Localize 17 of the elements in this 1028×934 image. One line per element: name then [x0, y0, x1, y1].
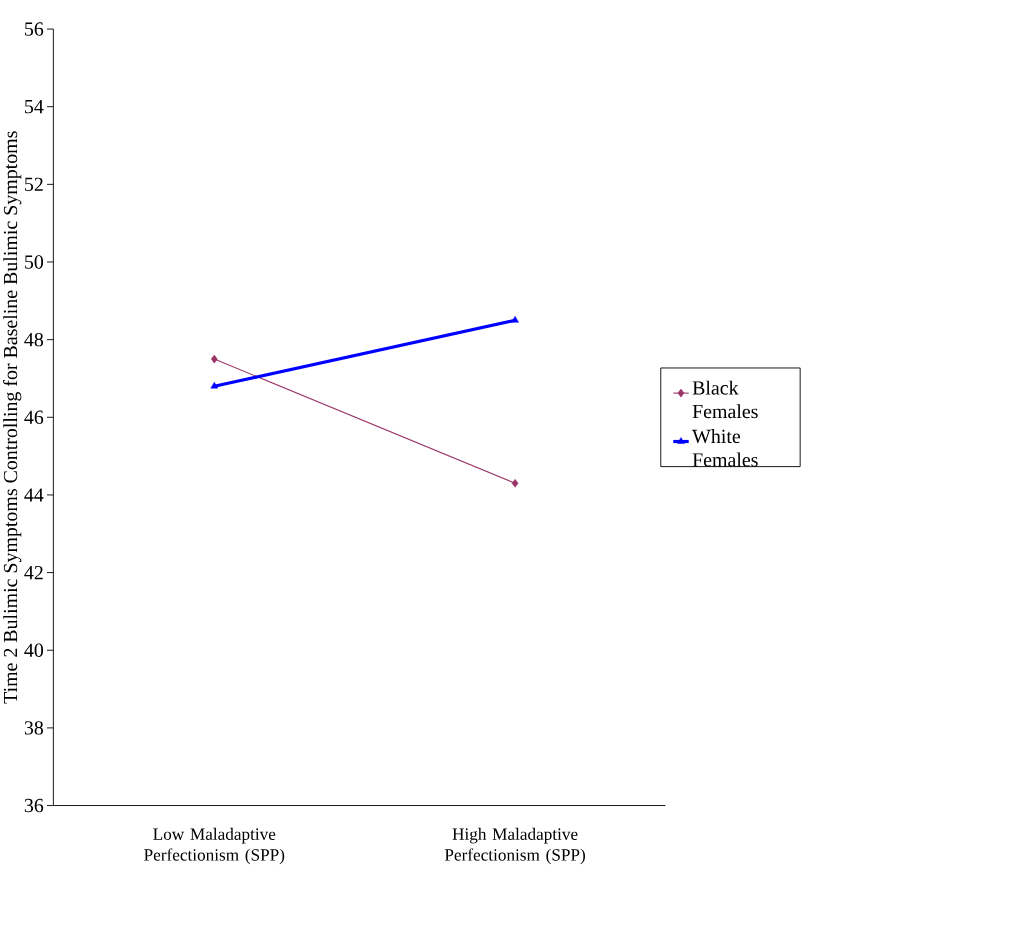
legend-label: White Females [692, 429, 758, 467]
y-tick-label: 56 [25, 22, 44, 36]
y-axis-title: Time 2 Bulimic Symptoms Controlling for Baseline Bulimic Symptoms [3, 131, 22, 704]
y-tick-label: 50 [25, 255, 44, 269]
y-tick-label: 40 [24, 643, 44, 658]
x-tick-label: High Maladaptive Perfectionism (SPP) [444, 828, 585, 865]
y-tick-label: 46 [24, 410, 44, 425]
y-tick-label: 48 [24, 333, 44, 347]
y-tick-label: 54 [25, 100, 44, 114]
legend-label: Black Females [692, 380, 758, 419]
x-tick-label: Low Maladaptive Perfectionism (SPP) [144, 828, 285, 865]
point [511, 479, 519, 488]
y-tick-label: 44 [24, 488, 44, 502]
y-tick-label: 42 [24, 566, 43, 580]
y-tick-label: 38 [24, 721, 44, 735]
y-tick-label: 36 [24, 799, 44, 813]
y-tick-label: 52 [25, 177, 43, 192]
